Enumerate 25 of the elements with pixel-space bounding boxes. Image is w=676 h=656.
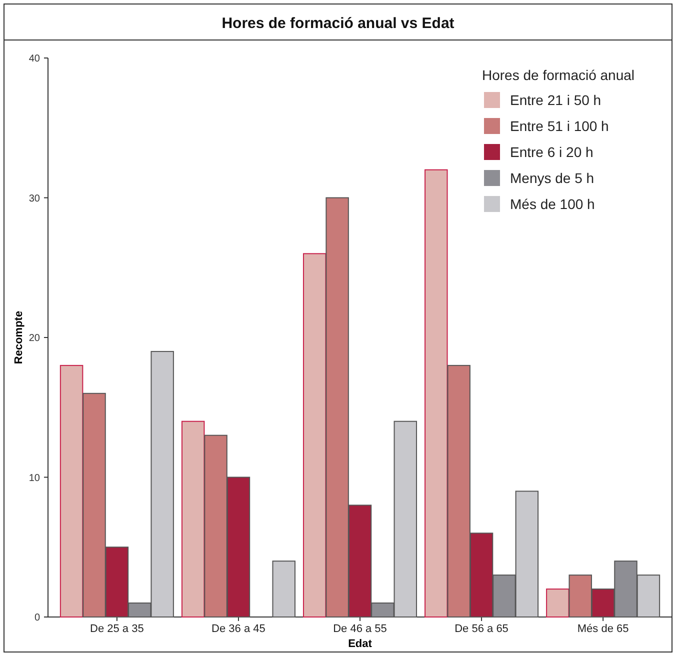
bar: [60, 364, 84, 618]
legend-label: Més de 100 h: [510, 196, 595, 212]
legend-label: Entre 6 i 20 h: [510, 144, 594, 160]
y-tick-label: 30: [28, 193, 40, 204]
legend-label: Entre 51 i 100 h: [510, 118, 609, 134]
bar: [424, 169, 448, 618]
x-axis-title: Edat: [348, 638, 372, 650]
x-tick-label: De 36 a 45: [212, 623, 266, 635]
chart-title: Hores de formació anual vs Edat: [222, 15, 454, 32]
bar: [272, 560, 296, 618]
legend-title: Hores de formació anual: [482, 67, 635, 83]
legend-label: Entre 21 i 50 h: [510, 92, 602, 108]
x-tick-label: De 46 a 55: [333, 623, 387, 635]
bar: [546, 588, 570, 618]
y-tick-label: 40: [28, 54, 40, 64]
x-tick-label: Més de 65: [577, 623, 629, 635]
y-tick-label: 0: [34, 612, 40, 624]
x-tick-label: De 56 a 65: [454, 623, 508, 635]
x-tick-label: De 25 a 35: [90, 623, 144, 635]
y-axis-title: Recompte: [13, 310, 25, 364]
bar: [302, 253, 326, 618]
y-tick-label: 10: [28, 472, 40, 484]
legend-label: Menys de 5 h: [510, 170, 594, 186]
y-tick-label: 20: [28, 333, 40, 344]
bar: [181, 420, 205, 618]
